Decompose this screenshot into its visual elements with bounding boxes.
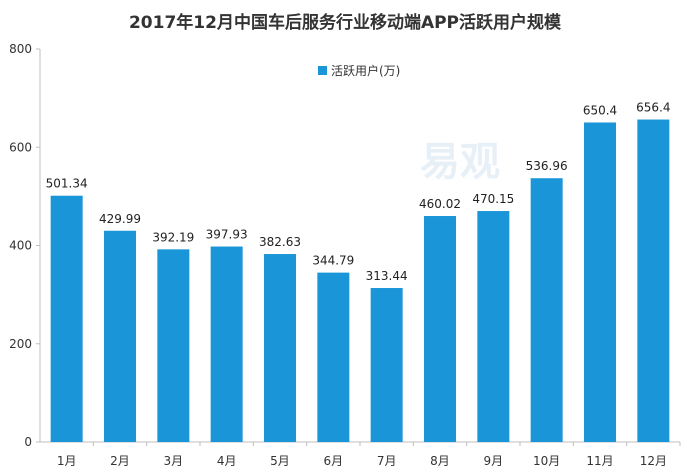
x-tick-label: 2月 <box>110 454 130 468</box>
x-tick-label: 6月 <box>324 454 344 468</box>
y-tick-label: 600 <box>9 140 32 154</box>
data-label: 656.4 <box>636 101 670 115</box>
bar <box>317 272 350 442</box>
y-tick-label: 800 <box>9 42 32 56</box>
data-label: 460.02 <box>419 197 461 211</box>
watermark: 易观 <box>420 139 500 185</box>
chart-title: 2017年12月中国车后服务行业移动端APP活跃用户规模 <box>129 12 562 33</box>
bar <box>50 195 83 442</box>
bar <box>477 211 510 442</box>
x-tick-label: 11月 <box>586 454 613 468</box>
bar <box>370 288 403 442</box>
y-tick-label: 200 <box>9 337 32 351</box>
data-label: 397.93 <box>206 228 248 242</box>
x-tick-label: 12月 <box>640 454 667 468</box>
watermark-text: 易观 <box>420 139 500 185</box>
data-label: 501.34 <box>46 177 88 191</box>
legend: 活跃用户(万) <box>318 63 400 78</box>
legend-label: 活跃用户(万) <box>331 63 400 78</box>
bar <box>584 122 616 442</box>
bar <box>157 249 190 442</box>
data-label: 650.4 <box>583 103 617 117</box>
bar <box>210 246 243 442</box>
x-tick-label: 3月 <box>164 454 184 468</box>
x-tick-label: 5月 <box>270 454 290 468</box>
data-label: 344.79 <box>312 254 354 268</box>
x-tick-label: 8月 <box>430 454 450 468</box>
data-label: 392.19 <box>152 230 194 244</box>
data-label: 470.15 <box>472 192 514 206</box>
x-tick-label: 10月 <box>533 454 560 468</box>
legend-swatch <box>318 66 327 75</box>
bar <box>104 230 136 442</box>
bar <box>530 178 563 443</box>
x-tick-label: 1月 <box>57 454 77 468</box>
data-label: 313.44 <box>366 269 408 283</box>
bar <box>264 254 296 442</box>
y-tick-label: 0 <box>24 435 32 449</box>
x-tick-label: 9月 <box>484 454 504 468</box>
data-label: 429.99 <box>99 212 141 226</box>
x-tick-label: 4月 <box>217 454 237 468</box>
x-tick-label: 7月 <box>377 454 397 468</box>
bar <box>424 216 456 442</box>
data-label: 536.96 <box>526 159 568 173</box>
data-label: 382.63 <box>259 235 301 249</box>
y-tick-label: 400 <box>9 239 32 253</box>
bar <box>637 119 670 442</box>
